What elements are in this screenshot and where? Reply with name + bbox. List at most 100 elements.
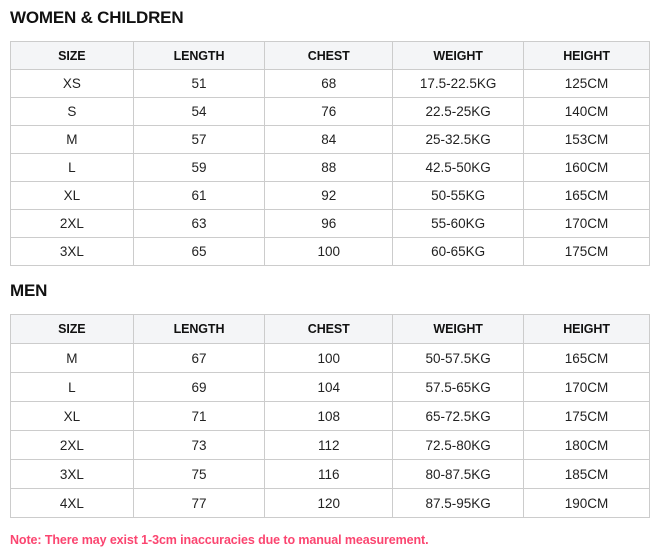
table-cell: 60-65KG	[392, 237, 525, 266]
table-row: XS 51 68 17.5-22.5KG 125CM	[10, 69, 650, 98]
table-cell: 87.5-95KG	[392, 488, 525, 518]
table-row: M 57 84 25-32.5KG 153CM	[10, 125, 650, 154]
table-header-row: SIZE LENGTH CHEST WEIGHT HEIGHT	[10, 41, 650, 70]
table-row: 2XL 63 96 55-60KG 170CM	[10, 209, 650, 238]
table-cell: 165CM	[523, 343, 650, 373]
table-cell: 3XL	[10, 237, 134, 266]
table-cell: 140CM	[523, 97, 650, 126]
column-header-size: SIZE	[10, 41, 134, 70]
section-title-men: MEN	[10, 281, 48, 300]
table-cell: 57	[132, 125, 266, 154]
table-cell: 153CM	[523, 125, 650, 154]
table-cell: 88	[264, 153, 394, 182]
measurement-note: Note: There may exist 1-3cm inaccuracies…	[10, 533, 429, 547]
table-cell: 25-32.5KG	[392, 125, 525, 154]
table-row: S 54 76 22.5-25KG 140CM	[10, 97, 650, 126]
column-header-length: LENGTH	[132, 314, 266, 344]
table-cell: M	[10, 343, 134, 373]
column-header-chest: CHEST	[264, 41, 394, 70]
table-cell: 61	[132, 181, 266, 210]
table-cell: 73	[132, 430, 266, 460]
section-women-children: WOMEN & CHILDREN SIZE LENGTH CHEST WEIGHT HE…	[10, 8, 650, 266]
table-cell: 2XL	[10, 430, 134, 460]
table-cell: 100	[264, 237, 394, 266]
table-cell: 108	[264, 401, 394, 431]
column-header-chest: CHEST	[264, 314, 394, 344]
table-cell: L	[10, 372, 134, 402]
table-row: XL 71 108 65-72.5KG 175CM	[10, 401, 650, 431]
section-men: MEN SIZE LENGTH CHEST WEIGHT HEIGHT M 67 100 50…	[10, 281, 650, 518]
table-cell: XL	[10, 181, 134, 210]
table-cell: 2XL	[10, 209, 134, 238]
table-row: L 69 104 57.5-65KG 170CM	[10, 372, 650, 402]
table-cell: 96	[264, 209, 394, 238]
table-cell: 17.5-22.5KG	[392, 69, 525, 98]
table-cell: 160CM	[523, 153, 650, 182]
column-header-height: HEIGHT	[523, 41, 650, 70]
table-cell: 22.5-25KG	[392, 97, 525, 126]
table-cell: 59	[132, 153, 266, 182]
table-body: XS 51 68 17.5-22.5KG 125CM S 54 76 22.5-25KG 140C…	[10, 69, 650, 266]
table-cell: 69	[132, 372, 266, 402]
table-row: L 59 88 42.5-50KG 160CM	[10, 153, 650, 182]
table-header-row: SIZE LENGTH CHEST WEIGHT HEIGHT	[10, 314, 650, 344]
table-cell: 120	[264, 488, 394, 518]
table-cell: 63	[132, 209, 266, 238]
table-cell: 65	[132, 237, 266, 266]
table-cell: 42.5-50KG	[392, 153, 525, 182]
table-cell: 50-55KG	[392, 181, 525, 210]
table-cell: 190CM	[523, 488, 650, 518]
table-cell: 65-72.5KG	[392, 401, 525, 431]
section-title-women-children: WOMEN & CHILDREN	[10, 8, 184, 27]
table-cell: 71	[132, 401, 266, 431]
column-header-size: SIZE	[10, 314, 134, 344]
table-cell: 72.5-80KG	[392, 430, 525, 460]
table-header: SIZE LENGTH CHEST WEIGHT HEIGHT	[10, 314, 650, 344]
table-cell: 180CM	[523, 430, 650, 460]
table-cell: XS	[10, 69, 134, 98]
table-cell: 100	[264, 343, 394, 373]
table-row: 4XL 77 120 87.5-95KG 190CM	[10, 488, 650, 518]
table-cell: 55-60KG	[392, 209, 525, 238]
table-cell: L	[10, 153, 134, 182]
table-cell: 67	[132, 343, 266, 373]
column-header-length: LENGTH	[132, 41, 266, 70]
table-cell: 77	[132, 488, 266, 518]
table-cell: 112	[264, 430, 394, 460]
table-cell: S	[10, 97, 134, 126]
table-cell: 104	[264, 372, 394, 402]
table-row: XL 61 92 50-55KG 165CM	[10, 181, 650, 210]
table-cell: 50-57.5KG	[392, 343, 525, 373]
table-cell: 175CM	[523, 401, 650, 431]
table-cell: 80-87.5KG	[392, 459, 525, 489]
table-cell: 84	[264, 125, 394, 154]
table-cell: 92	[264, 181, 394, 210]
table-cell: 51	[132, 69, 266, 98]
table-header: SIZE LENGTH CHEST WEIGHT HEIGHT	[10, 41, 650, 70]
table-row: 3XL 75 116 80-87.5KG 185CM	[10, 459, 650, 489]
table-cell: 3XL	[10, 459, 134, 489]
table-body: M 67 100 50-57.5KG 165CM L 69 104 57.5-65KG 170CM…	[10, 343, 650, 518]
table-cell: 185CM	[523, 459, 650, 489]
table-cell: 116	[264, 459, 394, 489]
table-cell: 170CM	[523, 209, 650, 238]
table-row: 3XL 65 100 60-65KG 175CM	[10, 237, 650, 266]
table-row: M 67 100 50-57.5KG 165CM	[10, 343, 650, 373]
size-table-men: SIZE LENGTH CHEST WEIGHT HEIGHT M 67 100 50-57.…	[10, 314, 650, 518]
table-cell: XL	[10, 401, 134, 431]
table-cell: 175CM	[523, 237, 650, 266]
table-cell: 68	[264, 69, 394, 98]
table-cell: 57.5-65KG	[392, 372, 525, 402]
table-cell: 75	[132, 459, 266, 489]
size-table-women-children: SIZE LENGTH CHEST WEIGHT HEIGHT XS 51 68 17.5-2…	[10, 41, 650, 266]
table-cell: M	[10, 125, 134, 154]
column-header-weight: WEIGHT	[392, 41, 525, 70]
table-cell: 54	[132, 97, 266, 126]
table-cell: 76	[264, 97, 394, 126]
column-header-height: HEIGHT	[523, 314, 650, 344]
table-cell: 4XL	[10, 488, 134, 518]
table-cell: 125CM	[523, 69, 650, 98]
table-cell: 170CM	[523, 372, 650, 402]
table-cell: 165CM	[523, 181, 650, 210]
